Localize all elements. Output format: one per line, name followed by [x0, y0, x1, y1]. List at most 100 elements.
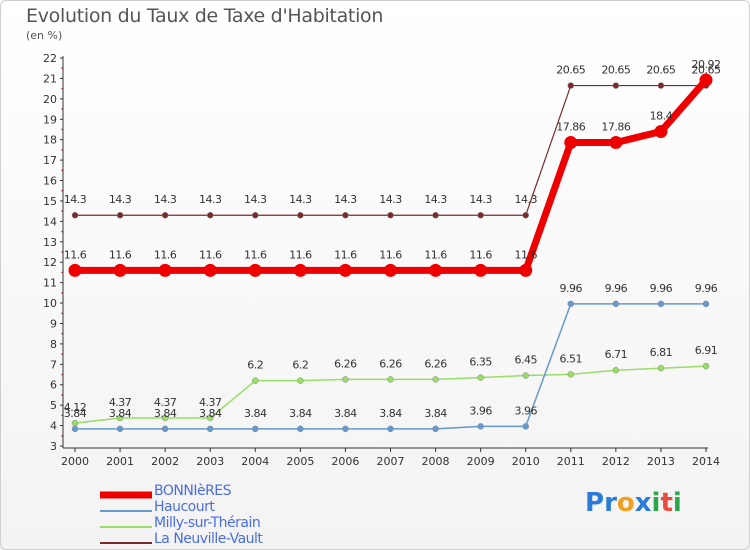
- data-label: 11.6: [334, 248, 357, 261]
- y-minor-tick: [61, 353, 63, 355]
- data-label: 11.6: [109, 248, 132, 261]
- y-tick-label: 19: [43, 113, 57, 126]
- data-point: [654, 125, 668, 139]
- legend-item-milly: Milly-sur-Thérain: [100, 515, 400, 532]
- data-label: 3.84: [109, 407, 132, 420]
- logo-letter: P: [585, 488, 605, 518]
- data-point: [567, 300, 575, 308]
- data-label: 17.86: [601, 121, 630, 134]
- legend: BONNIèRES Haucourt Milly-sur-Thérain La …: [100, 483, 400, 548]
- x-tick-label: 2000: [61, 455, 89, 468]
- legend-swatch: [100, 542, 152, 544]
- data-point: [252, 377, 259, 384]
- data-label: 3.84: [199, 407, 222, 420]
- y-tick-label: 8: [50, 338, 57, 351]
- data-label: 6.26: [379, 357, 402, 370]
- data-label: 6.71: [605, 348, 628, 361]
- data-point: [699, 73, 713, 87]
- data-label: 14.3: [334, 193, 357, 206]
- y-tick-label: 21: [43, 72, 57, 85]
- data-label: 3.96: [514, 404, 537, 417]
- y-tick-label: 7: [50, 358, 57, 371]
- data-point: [384, 263, 397, 277]
- data-point: [432, 376, 439, 383]
- data-point: [522, 423, 529, 430]
- data-label: 20.92: [692, 58, 721, 71]
- data-label: 20.65: [556, 64, 585, 77]
- data-label: 6.91: [695, 344, 718, 357]
- y-minor-tick: [61, 434, 63, 437]
- data-label: 6.45: [514, 354, 537, 367]
- data-label: 3.84: [379, 407, 402, 420]
- series-line: [75, 77, 709, 274]
- data-label: 3.84: [64, 407, 87, 420]
- y-tick-label: 12: [43, 256, 57, 269]
- data-label: 20.65: [692, 64, 721, 77]
- y-tick-label: 22: [43, 52, 57, 65]
- logo-letter: i: [651, 488, 661, 518]
- data-label: 4.12: [64, 401, 87, 414]
- data-point: [158, 263, 172, 277]
- data-label: 6.35: [469, 356, 492, 369]
- x-tick-label: 2005: [286, 455, 314, 468]
- data-label: 3.84: [154, 407, 177, 420]
- data-point: [71, 419, 79, 427]
- y-minor-tick: [61, 67, 63, 70]
- data-point: [203, 263, 217, 277]
- data-label: 6.26: [424, 357, 447, 370]
- data-label: 4.37: [154, 396, 177, 409]
- y-tick-label: 17: [43, 154, 57, 167]
- data-point: [113, 263, 127, 277]
- y-tick-label: 20: [43, 93, 57, 106]
- data-point: [71, 425, 79, 433]
- data-point: [252, 425, 259, 433]
- data-label: 14.3: [109, 193, 132, 206]
- data-point: [248, 263, 262, 277]
- data-label: 11.6: [514, 248, 537, 261]
- data-label: 11.6: [424, 248, 447, 261]
- data-point: [477, 374, 484, 381]
- legend-label: La Neuville-Vault: [154, 531, 263, 547]
- y-minor-tick: [61, 332, 63, 335]
- data-point: [338, 263, 352, 277]
- data-label: 3.84: [334, 407, 357, 420]
- data-point: [477, 211, 484, 219]
- y-tick-label: 14: [43, 215, 57, 228]
- legend-swatch: [100, 510, 152, 512]
- data-label: 14.3: [289, 193, 312, 206]
- logo-letter: o: [616, 488, 635, 518]
- data-label: 11.6: [64, 248, 87, 261]
- data-label: 3.96: [469, 404, 492, 417]
- y-tick-label: 11: [43, 277, 57, 290]
- data-point: [432, 425, 439, 433]
- x-tick-label: 2001: [106, 455, 134, 468]
- data-label: 4.37: [109, 396, 132, 409]
- data-point: [522, 372, 529, 379]
- y-minor-tick: [61, 169, 63, 172]
- data-label: 14.3: [244, 193, 267, 206]
- data-label: 6.2: [247, 359, 263, 372]
- legend-swatch: [100, 491, 152, 499]
- data-point: [252, 211, 259, 219]
- legend-label: Haucourt: [154, 499, 215, 515]
- data-point: [657, 300, 665, 308]
- y-minor-tick: [61, 271, 63, 274]
- x-tick-label: 2002: [151, 455, 179, 468]
- data-label: 14.3: [514, 193, 537, 206]
- data-point: [116, 211, 124, 219]
- data-label: 6.26: [334, 357, 357, 370]
- data-label: 6.81: [650, 346, 673, 359]
- y-tick-label: 6: [50, 379, 57, 392]
- y-tick-label: 15: [43, 195, 57, 208]
- x-tick-label: 2003: [196, 455, 224, 468]
- data-point: [612, 366, 620, 374]
- data-label: 11.6: [379, 248, 402, 261]
- legend-item-bonnieres: BONNIèRES: [100, 483, 400, 500]
- data-label: 20.65: [646, 64, 675, 77]
- y-tick-label: 18: [43, 134, 57, 147]
- x-tick-label: 2007: [377, 455, 405, 468]
- data-point: [71, 211, 79, 219]
- data-point: [474, 263, 488, 277]
- data-label: 11.6: [244, 248, 267, 261]
